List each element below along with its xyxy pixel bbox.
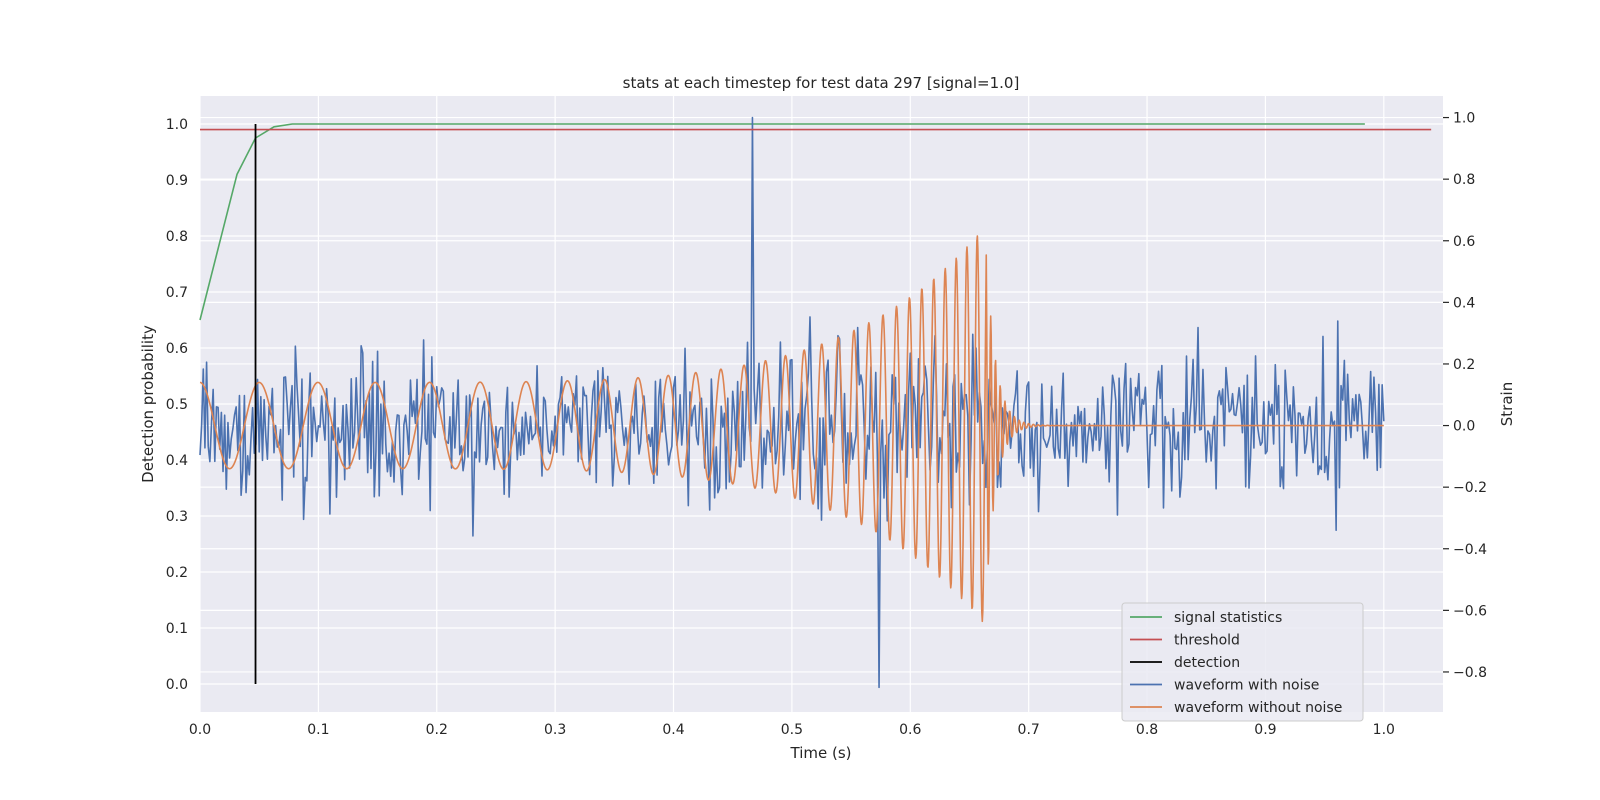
- y-tick-label-left: 0.0: [166, 677, 188, 693]
- y-tick-label-right: −0.6: [1453, 603, 1487, 619]
- series-line-signal-statistics: [199, 123, 1365, 321]
- series-line-waveform-with-noise: [199, 116, 1385, 689]
- x-tick-label: 0.4: [662, 722, 684, 738]
- legend-label-waveform-without-noise: waveform without noise: [1174, 700, 1342, 716]
- x-tick-label: 0.6: [899, 722, 921, 738]
- x-tick-label: 0.7: [1018, 722, 1040, 738]
- legend-label-threshold: threshold: [1174, 633, 1240, 649]
- y-tick-label-left: 0.4: [166, 453, 188, 469]
- x-tick-label: 0.0: [189, 722, 211, 738]
- y-tick-label-left: 0.9: [166, 173, 188, 189]
- y-tick-label-left: 0.6: [166, 341, 188, 357]
- y-tick-label-right: −0.8: [1453, 665, 1487, 681]
- y-tick-label-right: 0.2: [1453, 357, 1475, 373]
- legend-label-waveform-with-noise: waveform with noise: [1174, 678, 1319, 694]
- x-tick-label: 1.0: [1373, 722, 1395, 738]
- y-tick-label-right: −0.4: [1453, 542, 1487, 558]
- legend-label-signal-statistics: signal statistics: [1174, 610, 1282, 626]
- y-tick-label-left: 0.3: [166, 509, 188, 525]
- legend: signal statistics threshold detection wavef…: [1121, 602, 1364, 722]
- y-tick-label-left: 0.5: [166, 397, 188, 413]
- y-tick-label-right: −0.2: [1453, 480, 1487, 496]
- y-tick-label-left: 1.0: [166, 117, 188, 133]
- ticks: 0.0 0.1 0.2 0.3 0.4 0.5 0.6 0.7 0.8 0.9 1.0 0.0 0.1 0…: [166, 111, 1487, 738]
- x-tick-label: 0.8: [1136, 722, 1158, 738]
- x-tick-label: 0.5: [781, 722, 803, 738]
- y-tick-label-right: 0.6: [1453, 234, 1475, 250]
- x-tick-label: 0.1: [307, 722, 329, 738]
- y-tick-label-left: 0.8: [166, 229, 188, 245]
- series-layer: [199, 116, 1432, 689]
- x-axis-label: Time (s): [790, 744, 852, 762]
- y-tick-label-right: 1.0: [1453, 111, 1475, 127]
- y-tick-label-right: 0.4: [1453, 295, 1475, 311]
- y-tick-label-right: 0.8: [1453, 172, 1475, 188]
- legend-label-detection: detection: [1174, 655, 1240, 671]
- y-tick-label-left: 0.1: [166, 621, 188, 637]
- legend-box: [1121, 602, 1364, 722]
- y-axis-label-left: Detection probability: [139, 325, 157, 483]
- y-tick-label-left: 0.7: [166, 285, 188, 301]
- x-tick-label: 0.3: [544, 722, 566, 738]
- y-tick-label-right: 0.0: [1453, 419, 1475, 435]
- y-tick-label-left: 0.2: [166, 565, 188, 581]
- series-line-waveform-without-noise: [199, 235, 1385, 623]
- x-tick-label: 0.2: [426, 722, 448, 738]
- chart-title: stats at each timestep for test data 297…: [623, 74, 1020, 92]
- y-axis-label-right: Strain: [1498, 382, 1516, 426]
- x-tick-label: 0.9: [1254, 722, 1276, 738]
